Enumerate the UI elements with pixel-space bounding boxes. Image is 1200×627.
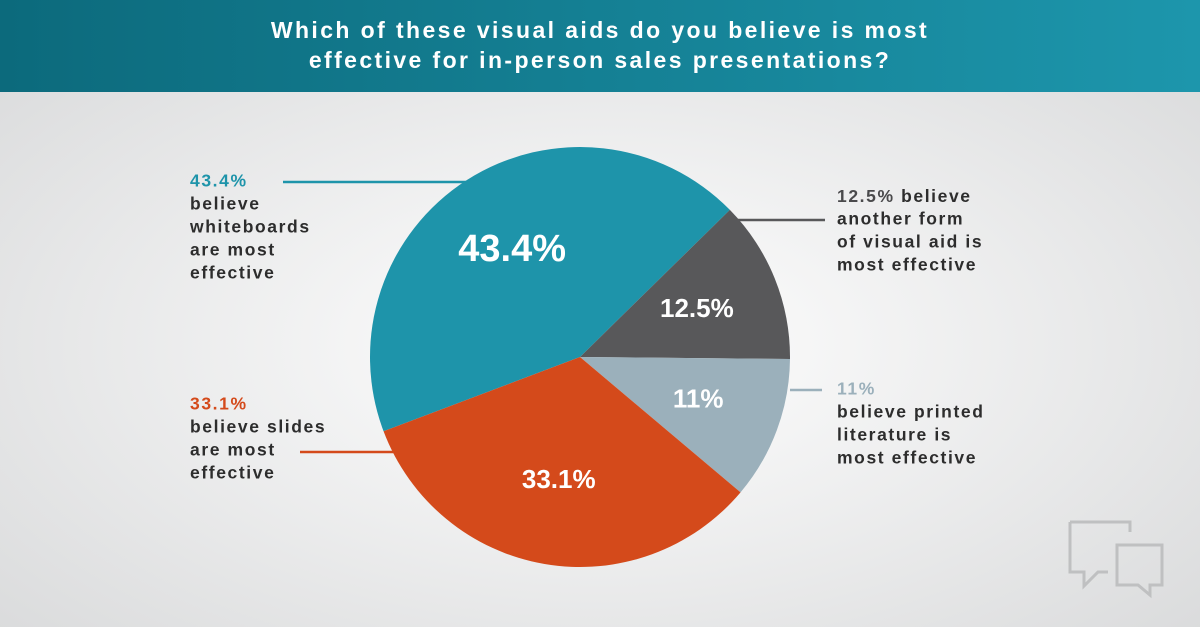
chart-title: effective for in-person sales presentati…: [309, 47, 891, 73]
annotation-text: whiteboards: [189, 217, 311, 237]
annotation-text: most effective: [837, 448, 977, 468]
annotation-text: believe: [901, 186, 972, 206]
slice-label: 12.5%: [660, 293, 734, 323]
annotation-text: believe printed: [837, 402, 985, 422]
pie-slice: [370, 146, 730, 432]
slice-label: 43.4%: [458, 228, 566, 270]
chat-icon: [1068, 520, 1164, 599]
annotation-percent: 43.4%: [190, 171, 248, 191]
annotation-percent: 33.1%: [190, 394, 248, 414]
annotation-text: believe: [190, 194, 261, 214]
pie-slice: [580, 357, 790, 493]
annotation-percent: 12.5%: [837, 186, 895, 206]
annotation-text: effective: [190, 263, 275, 283]
slice-label: 11%: [673, 384, 724, 414]
pie-slice: [580, 209, 790, 359]
slice-label: 33.1%: [522, 464, 596, 494]
pie-slice: [383, 357, 741, 567]
annotation-text: of visual aid is: [837, 232, 983, 252]
annotation-text: literature is: [837, 425, 952, 445]
annotation-text: effective: [190, 463, 275, 483]
annotation-text: another form: [837, 209, 964, 229]
annotation-text: believe slides: [190, 417, 326, 437]
annotation-percent: 11%: [837, 379, 876, 399]
annotation-line: 12.5% believe: [837, 186, 972, 206]
annotation-text: are most: [190, 440, 276, 460]
chart-title: Which of these visual aids do you believ…: [271, 17, 929, 43]
annotation-text: most effective: [837, 255, 977, 275]
annotation-text: are most: [190, 240, 276, 260]
header-band: [0, 0, 1200, 92]
plot: 43.4% 12.5% 11% 33.1% 43.4% believe whiteboard…: [189, 146, 985, 567]
